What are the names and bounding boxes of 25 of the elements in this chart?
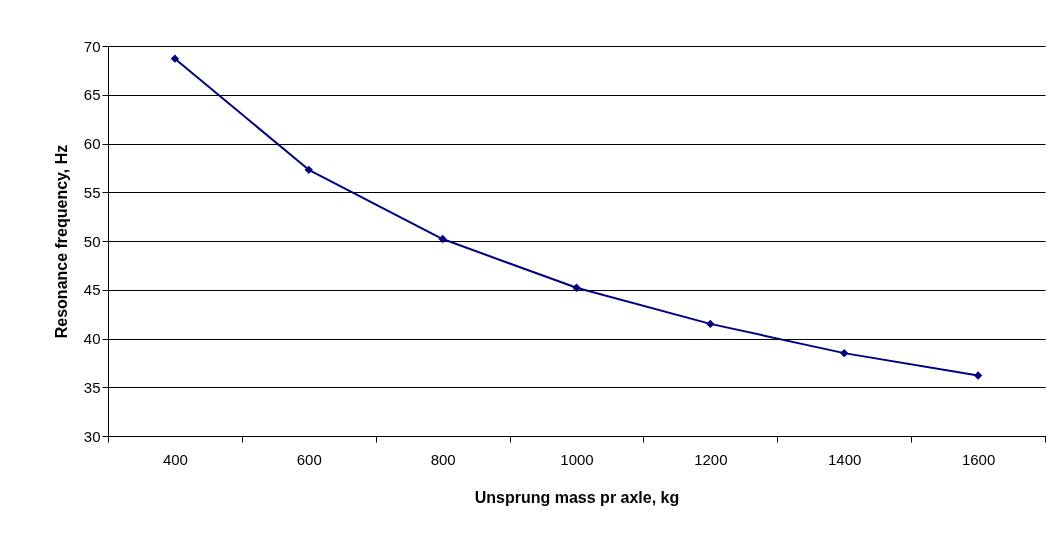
- x-tick-label: 1400: [828, 450, 862, 468]
- y-axis-title: Resonance frequency, Hz: [52, 144, 70, 339]
- point: [973, 371, 983, 380]
- x-tick-label: 800: [430, 450, 456, 468]
- point: [572, 283, 581, 292]
- point: [706, 319, 715, 329]
- x-tick-label: 600: [296, 450, 322, 468]
- point: [170, 54, 180, 63]
- x-tick-label: 1000: [560, 450, 594, 468]
- point: [840, 348, 849, 358]
- y-tick-label: 50: [83, 232, 101, 250]
- point: [438, 234, 447, 244]
- y-tick-label: 30: [83, 427, 101, 445]
- point: [304, 165, 313, 175]
- y-tick-label: 65: [83, 86, 101, 104]
- y-tick-label: 40: [83, 330, 101, 347]
- x-tick-label: 1600: [961, 450, 996, 468]
- y-tick-label: 60: [83, 135, 101, 152]
- x-tick-label: 400: [162, 450, 188, 468]
- y-tick-label: 55: [83, 183, 101, 201]
- x-tick-label: 1200: [694, 450, 728, 468]
- x-axis-title: Unsprung mass pr axle, kg: [474, 488, 680, 506]
- y-tick-label: 45: [83, 281, 101, 299]
- y-tick-label: 35: [83, 378, 101, 396]
- y-tick-label: 70: [83, 37, 101, 55]
